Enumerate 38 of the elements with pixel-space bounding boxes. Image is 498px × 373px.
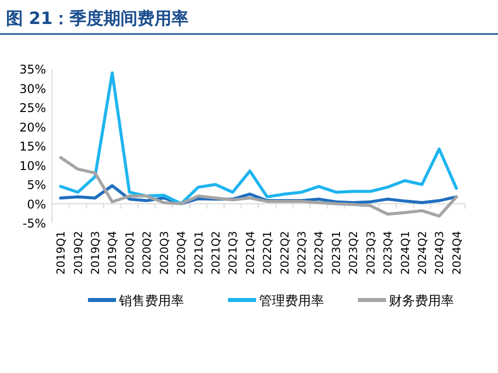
- x-tick-label: 2021Q4: [244, 231, 257, 275]
- x-tick-label: 2020Q3: [158, 231, 171, 275]
- x-tick-label: 2024Q1: [398, 231, 412, 275]
- x-tick-label: 2019Q1: [54, 231, 68, 275]
- line-series: [59, 156, 458, 218]
- x-tick-label: 2021Q3: [226, 231, 240, 275]
- y-tick-label: 20%: [19, 120, 46, 134]
- x-tick-label: 2021Q1: [192, 231, 206, 275]
- y-tick-label: 35%: [19, 62, 46, 76]
- y-tick-label: -5%: [22, 216, 46, 230]
- x-tick-label: 2019Q2: [72, 231, 85, 275]
- x-tick-label: 2019Q3: [89, 231, 102, 275]
- y-tick-label: 25%: [19, 101, 46, 115]
- x-tick-label: 2019Q4: [106, 231, 120, 275]
- y-tick-label: 0%: [26, 197, 46, 212]
- x-tick-label: 2020Q1: [123, 231, 136, 275]
- y-tick-label: 5%: [26, 178, 46, 192]
- x-tick-label: 2022Q1: [261, 231, 274, 275]
- x-tick-label: 2021Q2: [209, 231, 222, 275]
- chart-title: 图 21：季度期间费用率: [6, 9, 189, 29]
- x-tick-label: 2022Q2: [278, 231, 292, 275]
- y-tick-label: 15%: [19, 140, 46, 154]
- y-tick-label: 30%: [19, 82, 46, 96]
- legend-label: 财务费用率: [389, 293, 454, 309]
- x-tick-label: 2020Q4: [175, 231, 188, 275]
- x-tick-label: 2024Q2: [416, 231, 429, 275]
- x-tick-label: 2022Q3: [296, 231, 309, 275]
- x-tick-label: 2023Q1: [330, 231, 343, 275]
- legend-label: 销售费用率: [118, 293, 184, 309]
- x-tick-label: 2024Q4: [450, 231, 464, 275]
- legend-label: 管理费用率: [259, 293, 324, 309]
- x-tick-label: 2024Q3: [433, 231, 446, 275]
- x-tick-label: 2023Q3: [364, 231, 378, 275]
- x-tick-label: 2022Q4: [312, 231, 326, 275]
- x-tick-label: 2023Q2: [347, 231, 360, 275]
- x-tick-label: 2020Q2: [140, 231, 154, 275]
- x-tick-label: 2023Q4: [382, 231, 395, 275]
- y-tick-label: 10%: [19, 158, 46, 173]
